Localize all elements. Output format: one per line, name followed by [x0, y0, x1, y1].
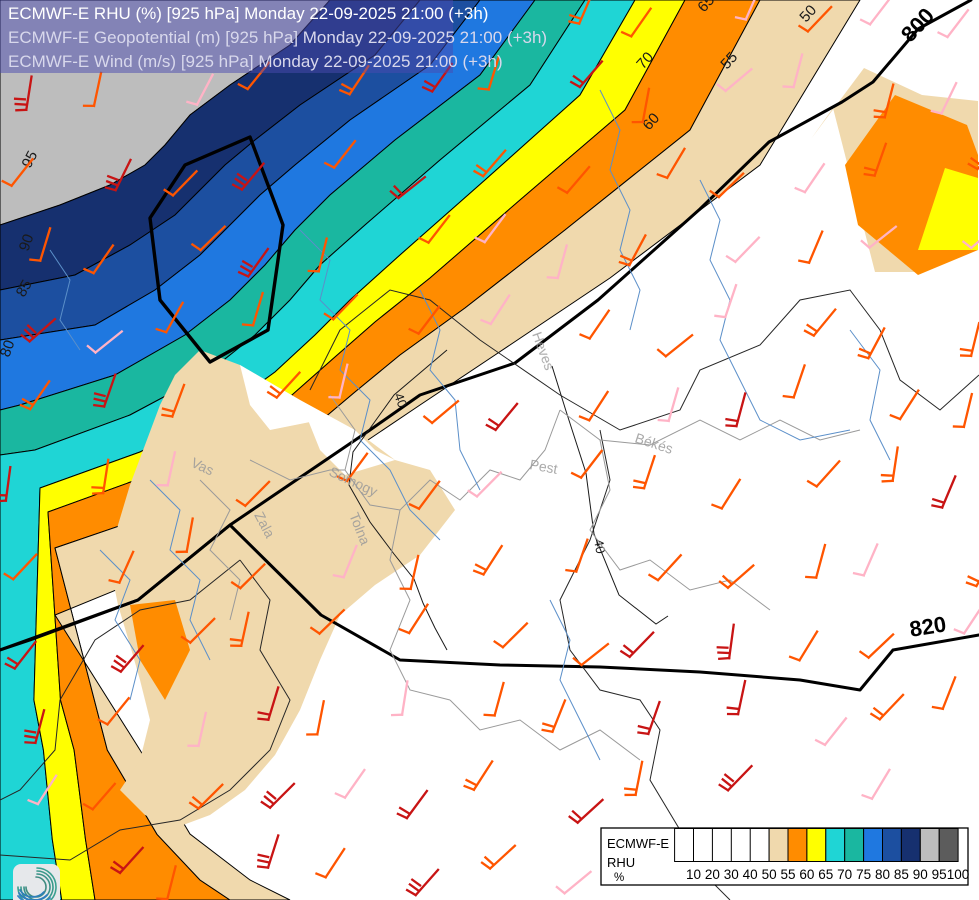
svg-text:65: 65	[818, 867, 833, 882]
svg-text:40: 40	[743, 867, 758, 882]
svg-text:%: %	[614, 872, 624, 884]
svg-text:ECMWF-E Wind (m/s) [925 hPa] M: ECMWF-E Wind (m/s) [925 hPa] Monday 22-0…	[8, 52, 503, 71]
svg-text:RHU: RHU	[607, 855, 635, 870]
svg-text:60: 60	[799, 867, 814, 882]
svg-text:95: 95	[932, 867, 947, 882]
svg-text:10: 10	[686, 867, 701, 882]
svg-text:75: 75	[856, 867, 871, 882]
svg-text:ECMWF-E: ECMWF-E	[607, 836, 669, 851]
svg-text:20: 20	[705, 867, 720, 882]
svg-text:50: 50	[762, 867, 777, 882]
svg-text:ECMWF-E RHU (%) [925 hPa] Mond: ECMWF-E RHU (%) [925 hPa] Monday 22-09-2…	[8, 4, 488, 23]
svg-text:85: 85	[894, 867, 909, 882]
svg-text:70: 70	[837, 867, 852, 882]
svg-text:30: 30	[724, 867, 739, 882]
svg-text:100: 100	[947, 867, 970, 882]
svg-text:ECMWF-E Geopotential (m) [925: ECMWF-E Geopotential (m) [925 hPa] Monda…	[8, 28, 547, 47]
svg-text:90: 90	[913, 867, 928, 882]
svg-text:80: 80	[875, 867, 890, 882]
svg-text:55: 55	[780, 867, 795, 882]
svg-text:40: 40	[591, 538, 608, 555]
